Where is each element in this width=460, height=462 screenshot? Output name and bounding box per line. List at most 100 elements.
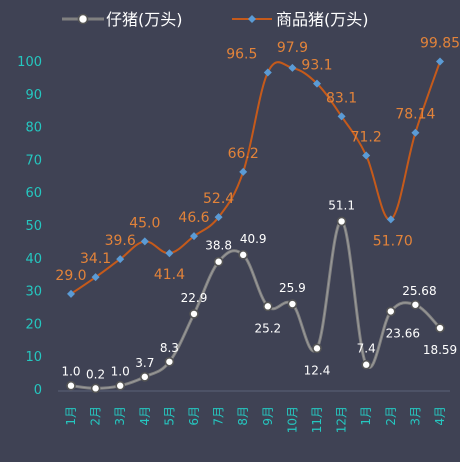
data-label-b: 97.9 [277, 40, 308, 56]
y-axis: 0 10 20 30 40 50 60 70 80 90 100 [17, 55, 42, 398]
data-label-a: 22.9 [181, 291, 208, 305]
x-tick-label: 1月 [359, 406, 373, 426]
x-tick-label: 10月 [285, 406, 299, 433]
point-a [189, 309, 199, 319]
y-tick-label: 90 [25, 88, 42, 103]
point-b [386, 215, 395, 224]
point-b [239, 167, 248, 176]
x-tick-label: 2月 [384, 406, 398, 426]
point-a [410, 299, 421, 310]
data-label-b: 39.6 [105, 233, 136, 249]
x-tick-label: 3月 [113, 406, 127, 426]
point-a [361, 359, 372, 370]
point-b [436, 57, 444, 66]
series-layer [66, 57, 445, 394]
y-tick-label: 70 [25, 153, 42, 168]
data-label-b: 46.6 [178, 210, 209, 226]
point-b [362, 151, 371, 160]
point-b [313, 79, 321, 88]
data-label-a: 7.4 [357, 342, 376, 356]
x-axis: 1月 2月 3月 4月 5月 6月 7月 8月 9月 10月 11月 12月 1月 2月 3月 4月 [58, 390, 450, 433]
data-label-b: 78.14 [395, 107, 435, 123]
data-label-b: 51.70 [373, 233, 413, 249]
y-tick-label: 60 [25, 186, 42, 201]
point-a [262, 301, 273, 312]
y-tick-label: 100 [17, 55, 42, 70]
point-b [91, 273, 100, 282]
y-tick-label: 10 [25, 350, 42, 365]
point-b [214, 213, 223, 222]
point-a [435, 323, 445, 333]
x-tick-label: 4月 [433, 406, 447, 426]
data-label-a: 8.3 [160, 341, 179, 355]
x-tick-label: 12月 [335, 406, 349, 433]
x-tick-label: 3月 [408, 406, 422, 426]
series-line-b [70, 61, 441, 295]
data-label-b: 41.4 [154, 267, 185, 283]
legend-marker-a [77, 13, 89, 25]
data-label-a: 25.68 [402, 284, 436, 298]
data-label-b: 93.1 [301, 58, 332, 74]
data-label-a: 18.59 [423, 343, 457, 357]
x-tick-label: 4月 [138, 406, 152, 426]
data-label-a: 1.0 [111, 365, 130, 379]
data-label-b: 83.1 [326, 90, 357, 106]
data-label-a: 12.4 [304, 363, 331, 377]
legend: 仔猪(万头) 商品猪(万头) [62, 10, 369, 29]
data-label-a: 0.2 [86, 367, 105, 381]
point-b [411, 128, 420, 137]
point-b [263, 68, 272, 77]
data-label-b: 52.4 [203, 191, 234, 207]
y-tick-label: 80 [25, 121, 42, 136]
data-label-a: 25.2 [254, 321, 281, 335]
point-a [385, 306, 396, 317]
data-label-a: 40.9 [240, 232, 267, 246]
data-label-b: 34.1 [80, 251, 111, 267]
x-tick-label: 6月 [187, 406, 201, 426]
x-tick-label: 7月 [212, 406, 226, 426]
point-a [90, 383, 101, 394]
x-tick-label: 1月 [64, 406, 78, 426]
point-b [67, 289, 75, 298]
point-b [140, 237, 149, 246]
point-a [66, 380, 76, 391]
data-labels: 1.0 0.2 1.0 3.7 8.3 22.9 38.8 40.9 25.2 25.9 12.4 5… [55, 35, 460, 381]
data-label-a: 1.0 [61, 365, 80, 379]
legend-marker-b [248, 15, 256, 23]
data-label-a: 3.7 [135, 356, 154, 370]
point-b [288, 63, 297, 72]
x-tick-label: 9月 [261, 406, 275, 426]
legend-label-a: 仔猪(万头) [106, 10, 183, 29]
point-b [337, 112, 346, 121]
point-a [238, 250, 248, 260]
data-label-b: 96.5 [226, 46, 257, 62]
data-label-a: 25.9 [279, 281, 306, 295]
point-a [213, 256, 224, 267]
point-b [116, 255, 125, 264]
data-label-b: 71.2 [351, 129, 382, 145]
data-label-b: 99.85 [420, 35, 460, 51]
data-label-a: 38.8 [205, 239, 232, 253]
point-a [140, 372, 150, 382]
point-b [190, 232, 198, 241]
point-a [336, 216, 347, 227]
y-tick-label: 20 [25, 317, 42, 332]
point-a [115, 380, 125, 391]
y-tick-label: 40 [25, 252, 42, 267]
data-label-b: 45.0 [129, 215, 160, 231]
point-a [287, 299, 298, 309]
y-tick-label: 0 [34, 383, 42, 398]
data-label-b: 66.2 [228, 146, 259, 162]
data-label-a: 51.1 [328, 198, 355, 212]
y-tick-label: 50 [25, 219, 42, 234]
point-a [312, 343, 322, 354]
x-tick-label: 8月 [236, 406, 250, 426]
x-tick-label: 5月 [162, 406, 176, 426]
x-tick-label: 2月 [89, 406, 103, 426]
y-tick-label: 30 [25, 285, 42, 300]
point-b [165, 249, 174, 258]
point-a [164, 356, 175, 367]
data-label-a: 23.66 [386, 326, 420, 340]
